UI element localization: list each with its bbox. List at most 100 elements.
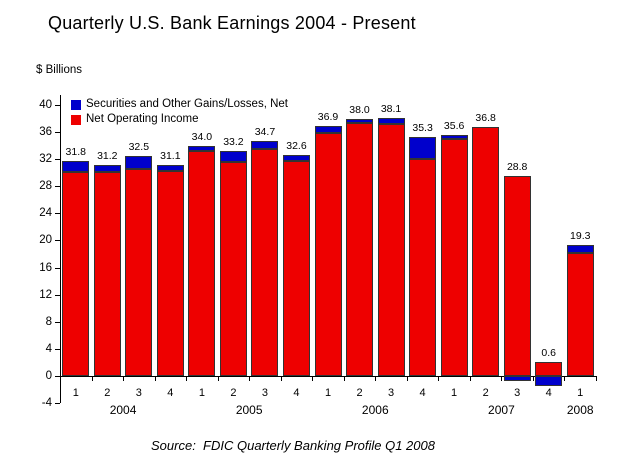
x-axis-year-label: 2008 [566, 402, 594, 417]
bar-operating-segment [503, 176, 531, 376]
bar-securities-segment [156, 165, 184, 171]
bar-operating-segment [377, 123, 405, 376]
legend-label-operating: Net Operating Income [86, 113, 199, 125]
x-axis-year-label: 2004 [109, 402, 137, 417]
bar-value-label: 31.1 [160, 150, 181, 163]
x-axis-tick [60, 375, 61, 381]
bar-value-label: 36.9 [317, 110, 339, 123]
operating-swatch-icon [71, 114, 81, 125]
x-axis-year-label: 2006 [361, 402, 389, 417]
bar-securities-segment [282, 155, 310, 161]
x-axis-tick [123, 375, 125, 381]
y-axis-tick [55, 403, 60, 404]
x-axis-quarter-label: 2 [356, 386, 363, 399]
bar-value-label: 32.5 [128, 140, 150, 153]
bar-operating-segment [409, 159, 437, 376]
y-axis-tick-label: 12 [39, 288, 52, 301]
bar-operating-segment [125, 168, 153, 376]
bar-operating-segment [93, 172, 121, 376]
bar-securities-segment [125, 155, 153, 169]
x-axis-quarter-label: 1 [577, 386, 584, 399]
x-axis-quarter-label: 3 [135, 386, 142, 399]
bar-operating-segment [188, 151, 216, 376]
bar-operating-segment [346, 123, 374, 376]
bar-securities-segment [503, 375, 531, 381]
bar-value-label: 0.6 [541, 346, 556, 359]
x-axis-quarter-label: 4 [293, 386, 300, 399]
bar-operating-segment [472, 126, 500, 376]
x-axis-tick [375, 375, 377, 381]
x-axis-quarter-label: 2 [230, 386, 237, 399]
x-axis-year-label: 2005 [235, 402, 263, 417]
source-note: Source: FDIC Quarterly Banking Profile Q… [151, 438, 435, 453]
x-axis-quarter-label: 1 [451, 386, 458, 399]
bar-value-label: 28.8 [506, 161, 528, 174]
x-axis-tick [406, 375, 408, 381]
x-axis-tick [343, 375, 345, 381]
y-axis-tick-label: 16 [39, 261, 52, 274]
bar-securities-segment [566, 245, 594, 253]
legend-label-securities: Securities and Other Gains/Losses, Net [86, 98, 288, 110]
bar-operating-segment [314, 132, 342, 376]
bar-value-label: 38.1 [380, 102, 402, 115]
x-axis-quarter-label: 3 [514, 386, 521, 399]
y-axis-tick-label: 32 [39, 153, 52, 166]
x-axis-tick [91, 375, 93, 381]
bar-operating-segment [62, 172, 90, 376]
y-axis-title: $ Billions [36, 64, 83, 76]
x-axis-quarter-label: 4 [419, 386, 426, 399]
x-axis-tick [186, 375, 188, 381]
bar-securities-segment [251, 140, 279, 150]
x-axis-quarter-label: 3 [387, 386, 395, 399]
y-axis-tick-label: 24 [39, 207, 52, 220]
y-axis-tick [55, 159, 60, 161]
bar-securities-segment [93, 164, 121, 173]
bar-securities-segment [314, 125, 342, 133]
bar-value-label: 33.2 [223, 136, 244, 149]
y-axis-tick [55, 294, 60, 296]
bar-value-label: 31.2 [97, 149, 118, 162]
y-axis-tick-label: 40 [39, 99, 52, 111]
y-axis-tick-label: 4 [45, 342, 52, 355]
y-axis-tick [55, 348, 60, 350]
legend-item-securities: Securities and Other Gains/Losses, Net [71, 97, 288, 112]
y-axis-tick [55, 105, 60, 106]
bar-operating-segment [219, 161, 247, 376]
x-axis-tick [249, 375, 251, 381]
x-axis-quarter-label: 1 [324, 386, 332, 399]
bar-securities-segment [188, 145, 216, 152]
y-axis-tick [55, 321, 60, 323]
bar-operating-segment [535, 361, 563, 376]
x-axis-quarter-label: 1 [72, 386, 79, 399]
bar-securities-segment [346, 118, 374, 124]
bar-value-label: 34.0 [191, 130, 213, 143]
legend-item-operating: Net Operating Income [71, 112, 288, 127]
y-axis-tick [55, 186, 60, 188]
bar-value-label: 34.7 [254, 125, 276, 138]
x-axis-quarter-label: 4 [545, 386, 552, 399]
x-axis-tick [280, 375, 282, 381]
bar-value-label: 32.6 [286, 140, 307, 153]
bar-operating-segment [566, 252, 594, 376]
legend: Securities and Other Gains/Losses, Net N… [71, 97, 288, 127]
x-axis-tick [501, 375, 503, 381]
bar-operating-segment [440, 138, 468, 376]
y-axis-tick-label: 28 [39, 180, 52, 193]
y-axis-tick-label: 20 [39, 234, 52, 247]
securities-swatch-icon [71, 99, 81, 110]
y-axis-line [60, 95, 61, 403]
x-axis-tick [596, 375, 597, 381]
y-axis-tick-label: -4 [41, 397, 52, 409]
bar-securities-segment [219, 151, 247, 162]
x-axis-tick [154, 375, 156, 381]
x-axis-quarter-label: 4 [167, 386, 174, 399]
x-axis-quarter-label: 2 [482, 386, 489, 399]
bar-value-label: 35.6 [443, 119, 465, 132]
x-axis-quarter-label: 2 [104, 386, 111, 399]
bar-operating-segment [251, 149, 279, 376]
x-axis-line [60, 375, 597, 377]
x-axis-tick [469, 375, 471, 381]
x-axis-tick [532, 375, 534, 381]
y-axis-tick [55, 375, 60, 377]
